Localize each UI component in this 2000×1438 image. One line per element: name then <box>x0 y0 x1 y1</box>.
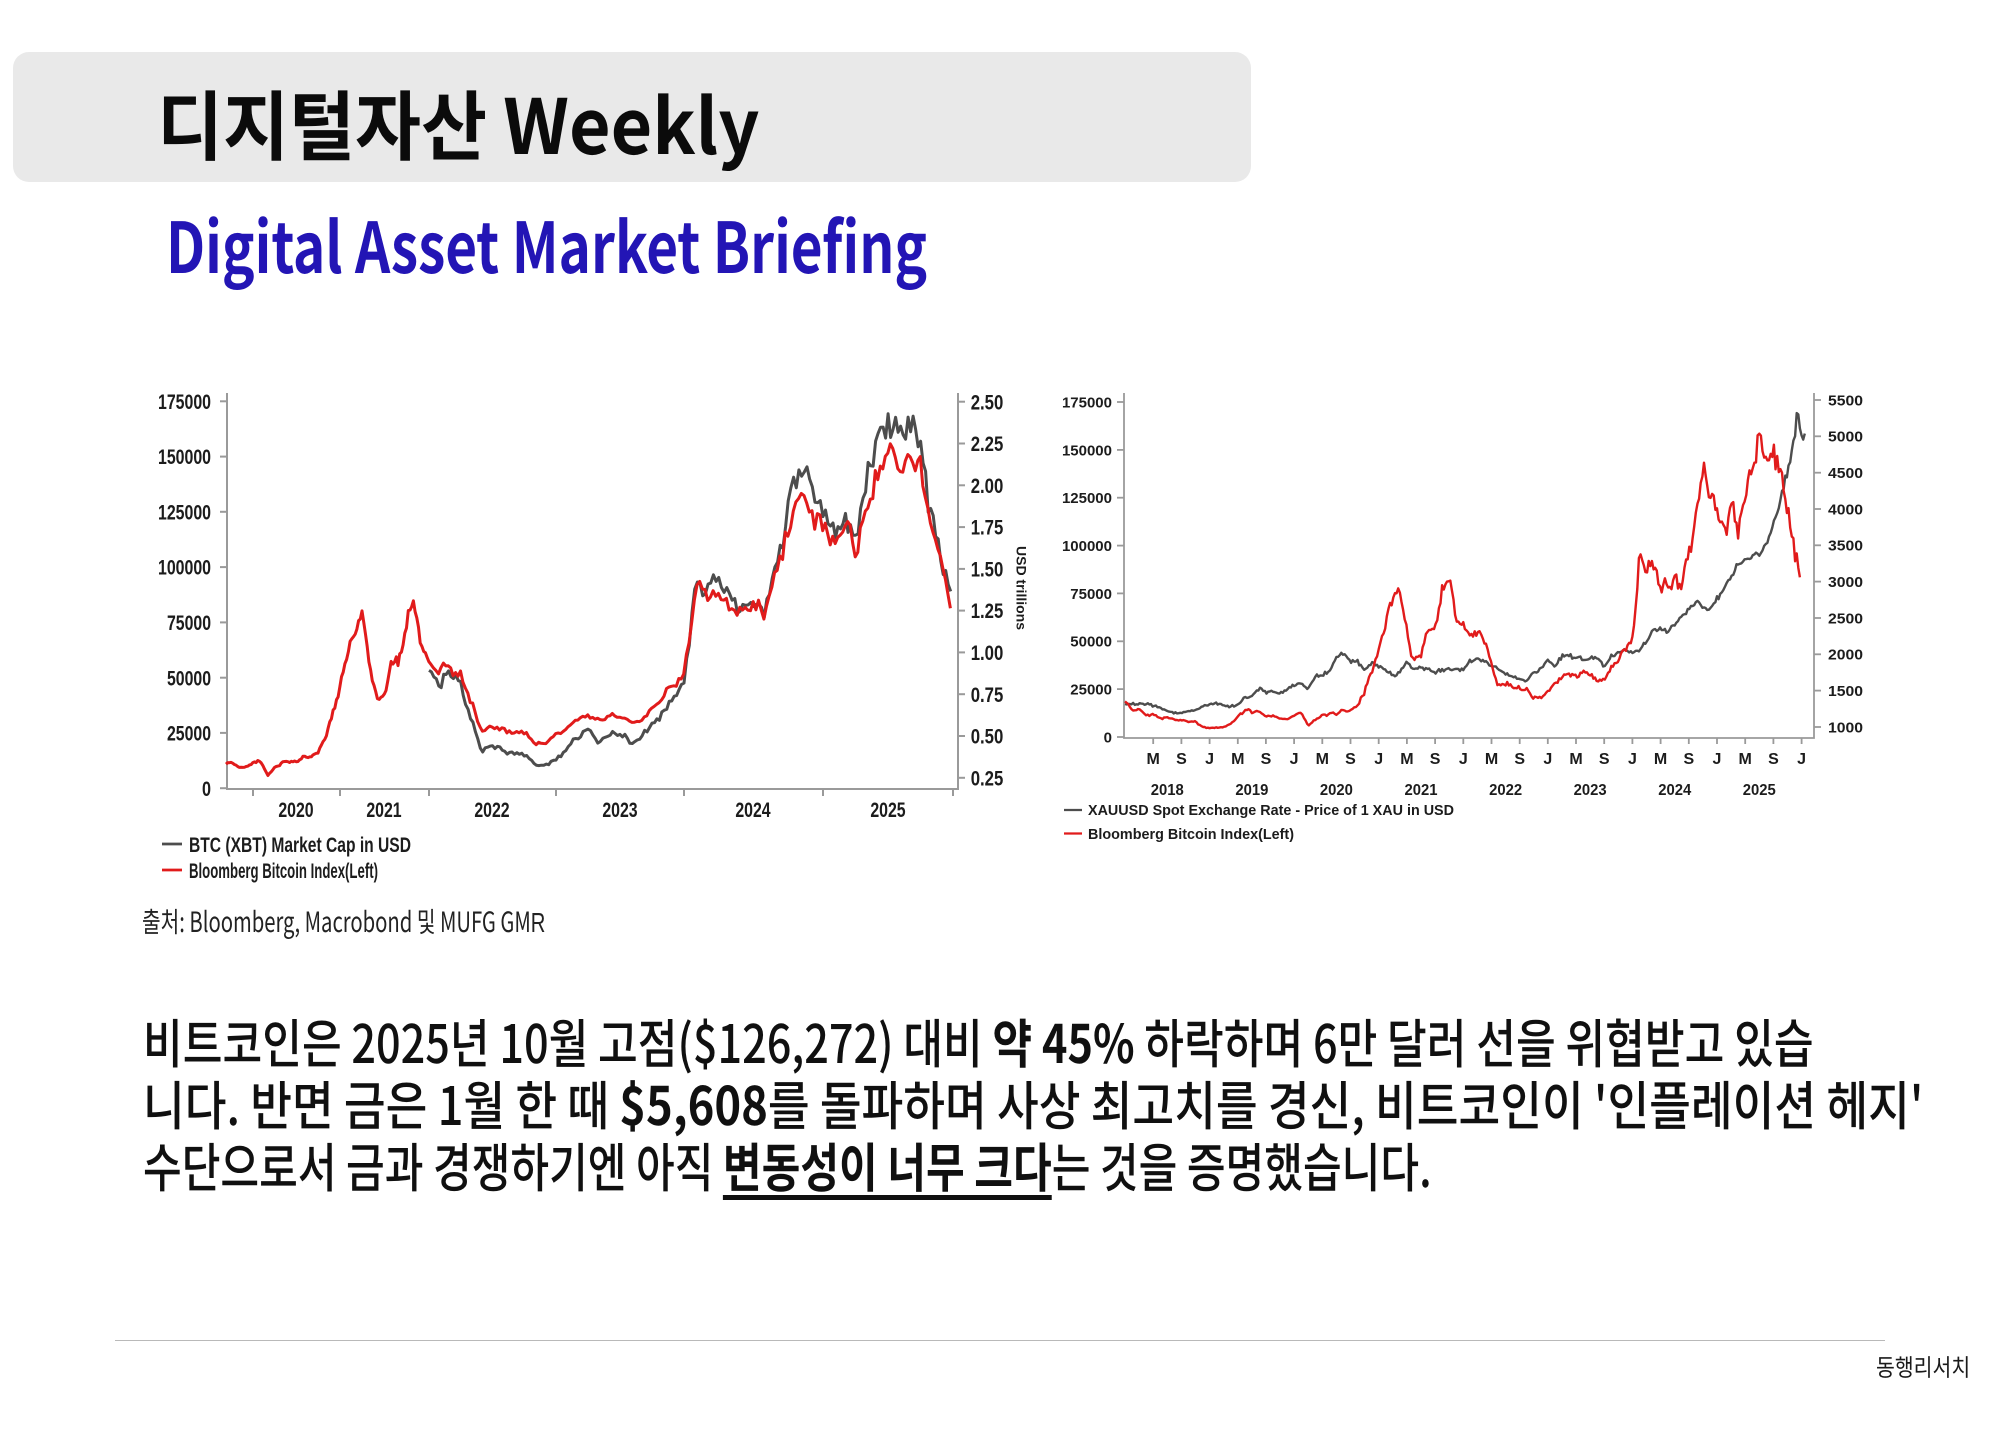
svg-text:M: M <box>1569 751 1582 768</box>
svg-text:125000: 125000 <box>1062 490 1112 507</box>
svg-text:2500: 2500 <box>1828 610 1863 627</box>
svg-text:S: S <box>1768 751 1779 768</box>
svg-text:25000: 25000 <box>167 722 211 746</box>
svg-text:M: M <box>1739 751 1752 768</box>
svg-text:5500: 5500 <box>1828 392 1863 409</box>
svg-text:50000: 50000 <box>1070 634 1112 651</box>
svg-text:5000: 5000 <box>1828 429 1863 446</box>
svg-text:S: S <box>1683 751 1694 768</box>
svg-text:50000: 50000 <box>167 666 211 690</box>
svg-text:4000: 4000 <box>1828 501 1863 518</box>
svg-text:150000: 150000 <box>1062 442 1112 459</box>
svg-text:75000: 75000 <box>1070 586 1112 603</box>
svg-text:1500: 1500 <box>1828 683 1863 700</box>
svg-text:M: M <box>1231 751 1244 768</box>
svg-text:Bloomberg Bitcoin Index(Left): Bloomberg Bitcoin Index(Left) <box>189 859 378 883</box>
svg-text:4500: 4500 <box>1828 465 1863 482</box>
svg-text:S: S <box>1599 751 1610 768</box>
svg-text:3000: 3000 <box>1828 574 1863 591</box>
svg-text:M: M <box>1485 751 1498 768</box>
svg-text:1000: 1000 <box>1828 719 1863 736</box>
svg-text:J: J <box>1459 751 1468 768</box>
svg-text:S: S <box>1345 751 1356 768</box>
svg-text:XAUUSD Spot Exchange Rate - Pr: XAUUSD Spot Exchange Rate - Price of 1 X… <box>1088 802 1454 819</box>
svg-text:J: J <box>1713 751 1722 768</box>
svg-text:S: S <box>1176 751 1187 768</box>
svg-text:S: S <box>1430 751 1441 768</box>
svg-text:100000: 100000 <box>1062 538 1112 555</box>
svg-text:J: J <box>1374 751 1383 768</box>
svg-text:2020: 2020 <box>1320 782 1353 799</box>
svg-text:0: 0 <box>1104 729 1112 746</box>
svg-text:2022: 2022 <box>474 798 509 822</box>
svg-text:2018: 2018 <box>1151 782 1184 799</box>
svg-text:1.75: 1.75 <box>971 516 1004 540</box>
svg-text:S: S <box>1261 751 1272 768</box>
svg-text:2021: 2021 <box>1405 782 1438 799</box>
svg-text:3500: 3500 <box>1828 538 1863 555</box>
svg-text:2024: 2024 <box>735 798 770 822</box>
svg-text:2021: 2021 <box>366 798 401 822</box>
svg-text:2.50: 2.50 <box>971 390 1004 414</box>
svg-text:2019: 2019 <box>1235 782 1268 799</box>
svg-text:M: M <box>1400 751 1413 768</box>
svg-text:2000: 2000 <box>1828 647 1863 664</box>
svg-text:2022: 2022 <box>1489 782 1522 799</box>
svg-text:BTC (XBT) Market Cap in USD: BTC (XBT) Market Cap in USD <box>189 833 411 857</box>
svg-text:2025: 2025 <box>1743 782 1776 799</box>
svg-text:175000: 175000 <box>158 390 211 414</box>
svg-text:125000: 125000 <box>158 500 211 524</box>
svg-text:150000: 150000 <box>158 445 211 469</box>
svg-text:1.00: 1.00 <box>971 641 1004 665</box>
svg-text:J: J <box>1797 751 1806 768</box>
svg-text:M: M <box>1147 751 1160 768</box>
svg-text:0.50: 0.50 <box>971 725 1004 749</box>
svg-text:0.25: 0.25 <box>971 766 1004 790</box>
svg-text:J: J <box>1628 751 1637 768</box>
svg-text:USD trillions: USD trillions <box>1014 546 1030 630</box>
svg-text:Bloomberg Bitcoin Index(Left): Bloomberg Bitcoin Index(Left) <box>1088 826 1294 843</box>
svg-text:75000: 75000 <box>167 611 211 635</box>
svg-text:1.25: 1.25 <box>971 599 1004 623</box>
svg-text:175000: 175000 <box>1062 394 1112 411</box>
svg-text:J: J <box>1543 751 1552 768</box>
svg-text:J: J <box>1205 751 1214 768</box>
svg-text:2023: 2023 <box>602 798 637 822</box>
svg-text:100000: 100000 <box>158 556 211 580</box>
svg-text:2020: 2020 <box>278 798 313 822</box>
svg-text:0.75: 0.75 <box>971 683 1004 707</box>
svg-text:2.25: 2.25 <box>971 432 1004 456</box>
svg-text:J: J <box>1290 751 1299 768</box>
svg-text:2023: 2023 <box>1574 782 1607 799</box>
svg-text:S: S <box>1514 751 1525 768</box>
svg-text:25000: 25000 <box>1070 682 1112 699</box>
svg-text:2025: 2025 <box>870 798 905 822</box>
svg-text:M: M <box>1654 751 1667 768</box>
svg-text:2024: 2024 <box>1658 782 1691 799</box>
svg-text:0: 0 <box>202 777 211 801</box>
svg-text:2.00: 2.00 <box>971 474 1004 498</box>
svg-text:1.50: 1.50 <box>971 558 1004 582</box>
svg-text:M: M <box>1316 751 1329 768</box>
